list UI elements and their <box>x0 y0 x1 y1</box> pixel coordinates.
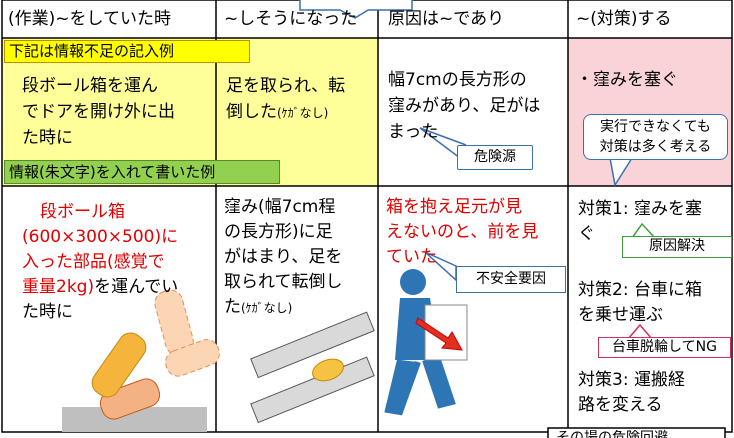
cell-line: 幅7cmの長方形の <box>388 68 527 92</box>
board <box>250 356 375 424</box>
cell-line: 窪み(幅7cm程 <box>224 195 335 219</box>
callout-tail <box>419 127 467 159</box>
callout: 台車脱輪してNG <box>598 337 731 358</box>
cell-line: ぐ <box>578 222 595 246</box>
text: でドアを開け外に出 <box>22 102 175 122</box>
cell-line: を乗せ運ぶ <box>578 303 663 327</box>
cell-line: 重量2kg)を運んでい <box>22 275 178 299</box>
text: 段ボール箱 <box>40 202 125 222</box>
callout-line: 対策は多く考える <box>599 139 712 155</box>
text: (600×300×500)に <box>22 227 179 247</box>
callout: 実行できなくても 対策は多く考える <box>583 114 728 160</box>
cell-line: でドアを開け外に出 <box>22 100 175 124</box>
header-cell: 原因は~であり <box>388 9 505 29</box>
callout: 原因解決 <box>622 236 732 258</box>
text: 窪みがあり、足がは <box>388 96 541 116</box>
text: ・窪みを塞ぐ <box>576 70 678 90</box>
foot <box>312 358 344 382</box>
callout-line: 実行できなくても <box>600 119 711 135</box>
example-label: 情報(朱文字)を入れて書いた例 <box>4 160 280 184</box>
cell-line: 足を取られ、転 <box>226 74 345 98</box>
cell-line: (600×300×500)に <box>22 225 178 249</box>
header-cell: ~しそうになった <box>224 9 358 29</box>
leg-ghost <box>165 339 220 377</box>
top-callout <box>299 0 413 19</box>
cell-line: えないのと、前を見 <box>386 220 538 244</box>
text: がはまり、足を <box>224 247 343 267</box>
callout: 不安全要因 <box>456 266 566 293</box>
cell-line: 路を変える <box>578 393 663 417</box>
example-label: 下記は情報不足の記入例 <box>4 40 250 63</box>
text: 対策2: 台車に箱 <box>578 280 702 300</box>
cell-line: た時に <box>22 300 73 324</box>
callout-box <box>547 427 726 438</box>
cell-bg <box>568 38 732 186</box>
leg <box>99 378 161 420</box>
callout: その場の危険回避 <box>556 430 668 438</box>
head <box>400 269 426 295</box>
cell-line: まった <box>388 120 438 144</box>
text: (ｹｶﾞなし) <box>241 301 293 315</box>
board <box>250 311 375 379</box>
text: た <box>224 297 241 317</box>
text: 倒した <box>226 102 277 122</box>
callout: 危険源 <box>457 145 533 170</box>
text: 対策3: 運搬経 <box>578 370 685 390</box>
text: 入った部品(感覚で <box>22 252 165 272</box>
cell-line: の長方形)に足 <box>224 220 333 244</box>
cell-line: 対策1: 窪みを塞 <box>578 197 702 221</box>
text: 段ボール箱を運ん <box>22 76 158 96</box>
cell-line: ていた <box>386 245 437 269</box>
text: を運んでい <box>94 277 179 297</box>
cell-line: た時に <box>22 126 73 150</box>
legs <box>384 359 456 416</box>
text: の長方形)に足 <box>224 222 333 242</box>
header-cell: ~(対策)する <box>576 9 672 29</box>
cell-line: た(ｹｶﾞなし) <box>224 295 292 320</box>
cell-line: 対策2: 台車に箱 <box>578 278 702 302</box>
text: 箱を抱え足元が見 <box>386 197 522 217</box>
text: 幅7cmの長方形の <box>388 70 527 90</box>
text: 取られて転倒し <box>224 272 343 292</box>
text: ぐ <box>578 224 595 244</box>
cell-line: 対策3: 運搬経 <box>578 368 685 392</box>
cell-line: 倒した(ｹｶﾞなし) <box>226 100 328 125</box>
arrow <box>415 317 463 351</box>
text: 路を変える <box>578 395 663 415</box>
header-cell: (作業)~をしていた時 <box>8 9 171 29</box>
cell-line: 入った部品(感覚で <box>22 250 165 274</box>
leg <box>91 332 147 398</box>
text: を乗せ運ぶ <box>578 305 663 325</box>
cell-line: 箱を抱え足元が見 <box>386 195 522 219</box>
text: た時に <box>22 302 73 322</box>
text: えないのと、前を見 <box>386 222 539 242</box>
text: 重量2kg) <box>22 277 95 297</box>
cell-line: 窪みがあり、足がは <box>388 94 540 118</box>
text: ていた <box>386 247 437 267</box>
text: 足を取られ、転 <box>226 76 346 96</box>
cell-line: 段ボール箱を運ん <box>22 74 158 98</box>
cell-line: がはまり、足を <box>224 245 342 269</box>
text: 窪み(幅7cm程 <box>224 197 336 217</box>
text: た時に <box>22 128 73 148</box>
text: (ｹｶﾞなし) <box>277 106 329 120</box>
cell-line: 段ボール箱 <box>40 200 125 224</box>
text: 対策1: 窪みを塞 <box>578 199 702 219</box>
text: まった <box>388 122 439 142</box>
cell-line: ・窪みを塞ぐ <box>576 68 678 92</box>
cell-line: 取られて転倒し <box>224 270 343 294</box>
